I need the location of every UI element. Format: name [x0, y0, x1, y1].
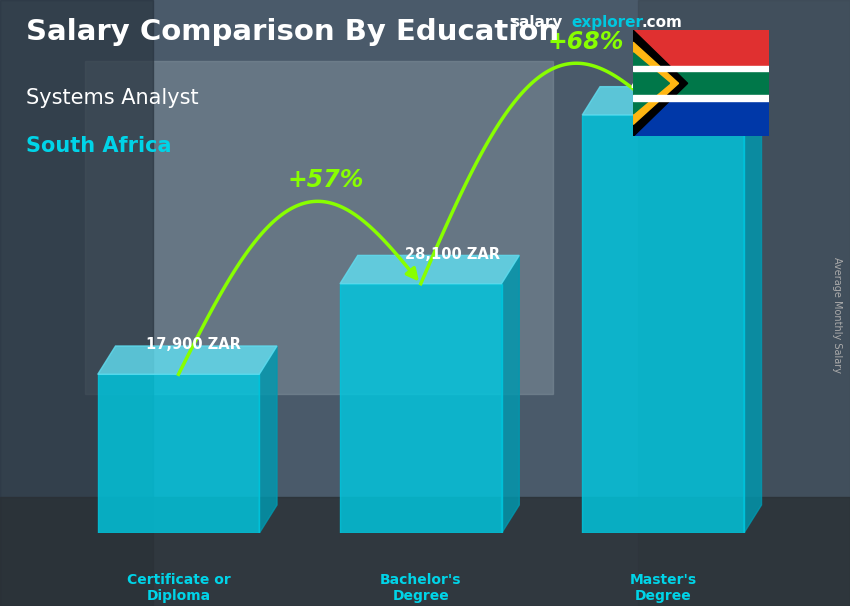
Text: South Africa: South Africa: [26, 136, 171, 156]
Bar: [633, 95, 769, 101]
Text: 28,100 ZAR: 28,100 ZAR: [405, 247, 500, 262]
Polygon shape: [340, 284, 501, 533]
Text: Average Monthly Salary: Average Monthly Salary: [832, 257, 842, 373]
Polygon shape: [98, 375, 259, 533]
Text: +57%: +57%: [288, 168, 365, 193]
Text: Salary Comparison By Education: Salary Comparison By Education: [26, 18, 558, 46]
Polygon shape: [633, 53, 670, 114]
Bar: [633, 84, 769, 136]
Text: 47,100 ZAR: 47,100 ZAR: [631, 78, 726, 93]
Text: explorer: explorer: [571, 15, 643, 30]
Polygon shape: [98, 346, 277, 375]
Polygon shape: [259, 346, 277, 533]
Bar: [633, 70, 769, 96]
Text: Systems Analyst: Systems Analyst: [26, 88, 198, 108]
Polygon shape: [744, 87, 762, 533]
Bar: [633, 66, 769, 72]
Polygon shape: [340, 255, 519, 284]
Text: 17,900 ZAR: 17,900 ZAR: [146, 337, 241, 352]
Polygon shape: [633, 30, 688, 136]
Text: .com: .com: [642, 15, 683, 30]
Text: Certificate or
Diploma: Certificate or Diploma: [127, 573, 230, 604]
Text: Master's
Degree: Master's Degree: [630, 573, 696, 604]
Polygon shape: [582, 87, 762, 115]
Text: salary: salary: [510, 15, 563, 30]
Bar: [633, 30, 769, 84]
Text: +68%: +68%: [547, 30, 624, 55]
Bar: [638, 0, 850, 606]
Polygon shape: [582, 115, 744, 533]
Text: Bachelor's
Degree: Bachelor's Degree: [380, 573, 462, 604]
Bar: [0, 0, 153, 606]
Polygon shape: [633, 42, 678, 124]
Bar: [85, 61, 552, 394]
Polygon shape: [502, 255, 519, 533]
Bar: [0, 497, 850, 606]
